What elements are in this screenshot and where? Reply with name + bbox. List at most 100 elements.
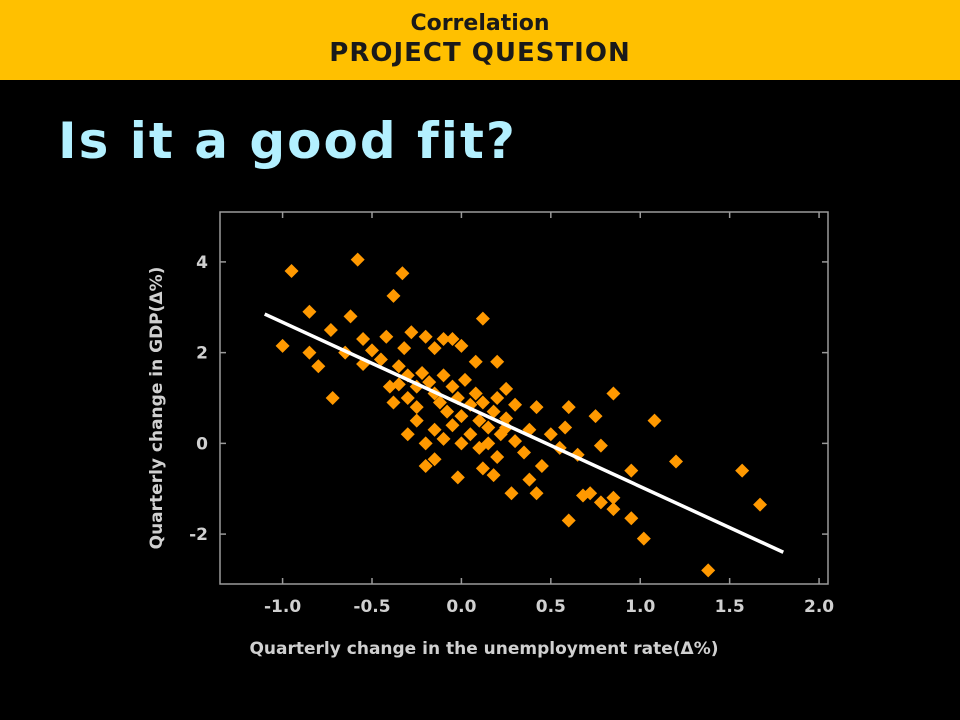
- y-tick-label: -2: [189, 525, 208, 545]
- data-point: [325, 391, 340, 405]
- data-point: [445, 418, 460, 433]
- data-point: [490, 449, 505, 464]
- chart-svg: -1.0 -0.5 0.0 0.5 1.0 1.5 2.0 -2 0 2 4 Quarterly c…: [147, 211, 834, 659]
- data-point: [493, 427, 508, 442]
- data-point: [468, 386, 483, 401]
- data-point: [379, 329, 394, 344]
- fit-line: [263, 312, 785, 554]
- x-tick-label: 1.0: [625, 597, 655, 617]
- data-point: [570, 447, 585, 462]
- data-point: [475, 461, 490, 476]
- data-point: [529, 400, 544, 415]
- data-point: [422, 375, 437, 390]
- x-tick-label: 0.5: [536, 597, 566, 617]
- data-point: [391, 359, 406, 374]
- data-point: [432, 395, 447, 410]
- data-point: [593, 438, 608, 453]
- data-point: [404, 325, 419, 340]
- y-tick-label: 4: [196, 253, 208, 273]
- data-point: [504, 486, 519, 501]
- data-point: [440, 404, 455, 419]
- data-point: [508, 397, 523, 412]
- data-point: [735, 463, 750, 478]
- data-point: [753, 497, 768, 512]
- data-point: [606, 490, 621, 505]
- data-point: [450, 470, 465, 485]
- x-tick-label: 0.0: [446, 597, 476, 617]
- data-point: [508, 434, 523, 449]
- data-point: [284, 263, 299, 278]
- data-point: [490, 354, 505, 369]
- data-point: [457, 372, 472, 387]
- data-point: [356, 356, 371, 371]
- y-tick-label: 2: [196, 344, 208, 364]
- slide-title: Is it a good fit?: [58, 112, 517, 170]
- data-point: [517, 445, 531, 460]
- data-point: [606, 502, 621, 517]
- data-point: [386, 395, 401, 410]
- data-point: [475, 311, 490, 326]
- plot-frame: [219, 211, 829, 585]
- data-point: [356, 332, 371, 347]
- data-point: [522, 472, 537, 487]
- data-point: [409, 413, 424, 428]
- data-point: [418, 436, 433, 451]
- data-point: [463, 427, 478, 442]
- data-point: [481, 436, 496, 451]
- data-point: [373, 352, 388, 367]
- data-point: [454, 436, 469, 451]
- data-point: [472, 413, 487, 428]
- data-point: [436, 332, 451, 347]
- data-point: [445, 332, 460, 347]
- banner-subtitle: PROJECT QUESTION: [329, 38, 631, 68]
- data-point: [302, 304, 317, 319]
- data-point: [400, 391, 415, 405]
- data-point: [534, 459, 549, 474]
- data-point: [365, 343, 379, 358]
- data-point: [445, 379, 460, 394]
- data-point: [486, 468, 501, 483]
- data-point: [529, 486, 544, 501]
- data-point: [323, 322, 338, 337]
- data-point: [382, 379, 397, 394]
- data-point: [588, 409, 603, 424]
- data-point: [561, 400, 576, 415]
- data-point: [409, 400, 424, 415]
- axis-ticks: -1.0 -0.5 0.0 0.5 1.0 1.5 2.0 -2 0 2 4: [189, 212, 834, 617]
- data-point: [636, 531, 651, 546]
- data-points: [275, 252, 768, 578]
- data-point: [475, 395, 490, 410]
- scatter-chart: -1.0 -0.5 0.0 0.5 1.0 1.5 2.0 -2 0 2 4 Quarterly c…: [140, 200, 840, 680]
- data-point: [593, 495, 608, 510]
- x-tick-label: -1.0: [264, 597, 301, 617]
- data-point: [343, 309, 358, 324]
- data-point: [350, 252, 365, 267]
- data-point: [415, 366, 430, 381]
- data-point: [669, 454, 683, 469]
- data-point: [454, 409, 469, 424]
- data-point: [481, 420, 496, 435]
- x-tick-label: -0.5: [353, 597, 390, 617]
- data-point: [436, 431, 451, 446]
- data-point: [427, 452, 442, 467]
- x-tick-label: 2.0: [804, 597, 834, 617]
- x-tick-label: 1.5: [715, 597, 745, 617]
- data-point: [386, 288, 401, 303]
- data-point: [499, 420, 514, 435]
- data-point: [624, 463, 639, 478]
- banner-topic: Correlation: [410, 11, 550, 36]
- data-point: [397, 341, 412, 356]
- data-point: [418, 329, 433, 344]
- data-point: [311, 359, 326, 374]
- header-banner: Correlation PROJECT QUESTION: [0, 0, 960, 80]
- data-point: [427, 422, 442, 437]
- data-point: [490, 391, 505, 405]
- data-point: [561, 513, 576, 528]
- data-point: [499, 381, 514, 396]
- data-point: [606, 386, 621, 401]
- data-point: [647, 413, 662, 428]
- data-point: [302, 345, 317, 360]
- data-point: [624, 511, 639, 526]
- data-point: [418, 459, 433, 474]
- data-point: [275, 338, 290, 353]
